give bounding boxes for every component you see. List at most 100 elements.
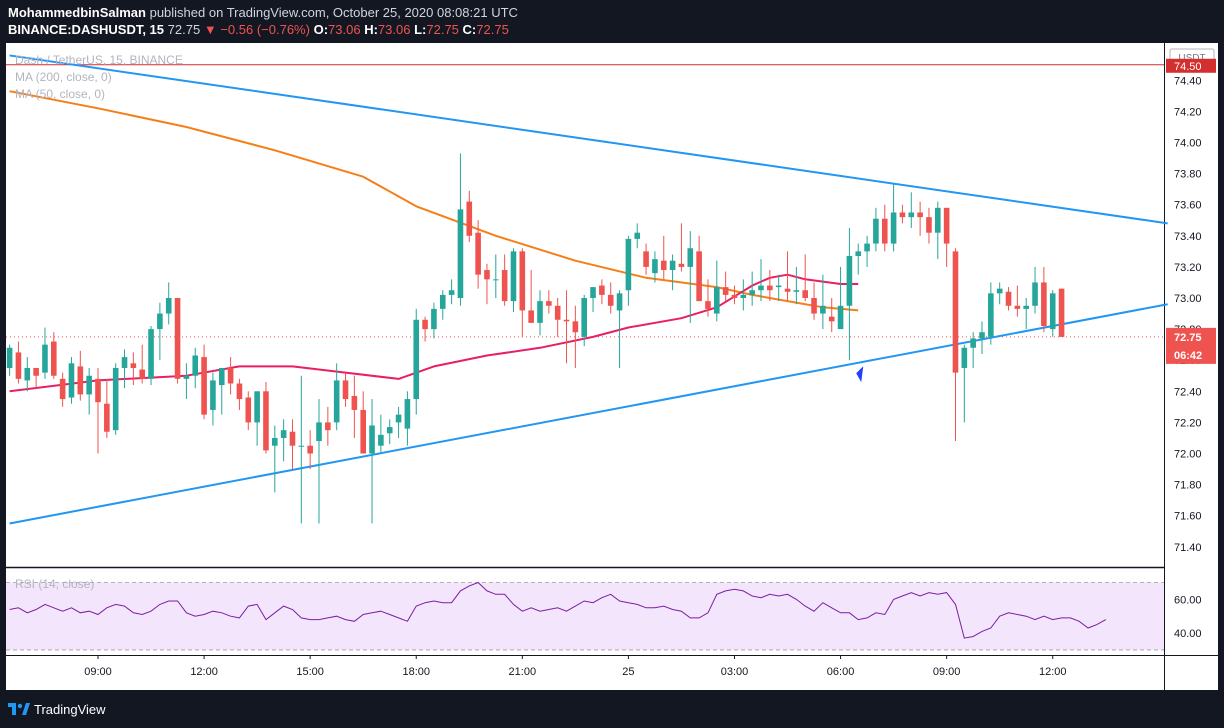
price-tick-label: 72.20 [1174,417,1202,429]
candle-body [413,319,420,400]
candle-body [572,321,579,333]
candle-body [95,378,101,403]
candle-body [926,217,932,233]
tradingview-logo-icon[interactable] [8,703,30,715]
candle-body [731,294,738,299]
candle-body [758,285,764,291]
currency-label: USDT [1178,53,1205,64]
candle-body [148,329,154,379]
countdown-label: 06:42 [1174,350,1202,362]
trendline-upper [9,54,1168,225]
candle-body [86,375,92,395]
price-tick-label: 73.60 [1174,200,1202,212]
candle-body [873,218,879,244]
publish-line: MohammedbinSalman published on TradingVi… [8,5,518,20]
candle-body [218,367,225,386]
candle-body [227,367,234,384]
candle-body [908,212,915,218]
last-price-label: 72.75 [1174,332,1202,344]
time-tick-label: 25 [622,666,634,678]
price-tick-label: 71.80 [1174,480,1202,492]
candle-body [554,305,561,320]
candle-body [846,256,853,306]
price-tick-label: 72.00 [1174,448,1202,460]
candle-body [740,294,747,299]
candle-body [1041,282,1047,326]
rsi-band [6,582,1164,650]
open-label: O: [313,22,329,37]
candle-body [917,212,923,218]
candle-body [546,301,552,306]
candle-body [263,391,269,451]
candle-body [890,212,897,244]
footer-bar: TradingView [0,690,1224,728]
high-label: H: [364,22,378,37]
last-price-badge [1166,327,1216,364]
open-value: 73.06 [328,22,361,37]
candle-body [404,399,411,429]
time-tick-label: 09:00 [933,666,961,678]
legend-ma200: MA (200, close, 0) [15,70,112,84]
price-change: −0.56 (−0.76%) [220,22,310,37]
candle-body [475,232,481,275]
candle-body [501,270,508,302]
candle-body [174,298,181,379]
candle-body [899,212,906,218]
candle-body [333,380,340,423]
candle-body [422,319,428,330]
candle-body [820,305,826,314]
chart-panel[interactable]: 71.4071.6071.8072.0072.2072.4072.6072.80… [6,43,1218,690]
candle-body [714,287,720,314]
candle-body [935,207,941,233]
alert-price-label: 74.50 [1174,61,1202,73]
legend-rsi: RSI (14, close) [15,577,95,591]
candle-body [51,341,57,376]
candle-body [599,285,605,295]
candle-body [634,232,641,239]
close-value: 72.75 [476,22,509,37]
candle-body [988,293,994,337]
candle-body [307,445,313,454]
candle-body [784,288,791,292]
price-tick-label: 73.00 [1174,293,1202,305]
candle-body [1032,282,1038,306]
candle-body [165,298,172,314]
candle-body [510,251,517,302]
time-tick-label: 03:00 [721,666,749,678]
candle-body [386,427,393,434]
candle-body [395,414,402,423]
candle-body [767,285,773,291]
publisher-name[interactable]: MohammedbinSalman [8,5,146,20]
footer-brand[interactable]: TradingView [34,702,106,717]
candle-body [952,251,959,373]
candle-body [581,298,587,337]
price-tick-label: 72.40 [1174,386,1202,398]
low-value: 72.75 [426,22,459,37]
candle-body [811,298,817,314]
candle-body [537,301,543,323]
chart-canvas[interactable]: 71.4071.6071.8072.0072.2072.4072.6072.80… [6,43,1218,690]
price-tick-label: 74.00 [1174,138,1202,150]
candle-body [77,366,84,395]
down-arrow-icon: ▼ [203,22,217,37]
price-tick-label: 73.40 [1174,231,1202,243]
legend-ma50: MA (50, close, 0) [15,87,106,101]
candle-body [996,288,1003,294]
publish-header: MohammedbinSalman published on TradingVi… [0,0,1224,43]
rsi-line [9,581,1107,639]
candle-body [943,207,950,244]
candle-body [1058,288,1065,337]
candle-body [157,313,163,330]
candle-body [183,375,190,379]
symbol-name: BINANCE:DASHUSDT, 15 [8,22,165,37]
candle-body [802,290,808,299]
candle-body [201,357,207,415]
candle-body [431,308,437,330]
candle-body [289,431,296,446]
alert-price-badge [1166,58,1216,73]
candle-body [970,338,976,348]
legend-symbol: Dash / TetherUS, 15, BINANCE [15,53,183,67]
candle-body [484,270,490,280]
candle-body [687,248,694,267]
time-tick-label: 12:00 [1039,666,1067,678]
